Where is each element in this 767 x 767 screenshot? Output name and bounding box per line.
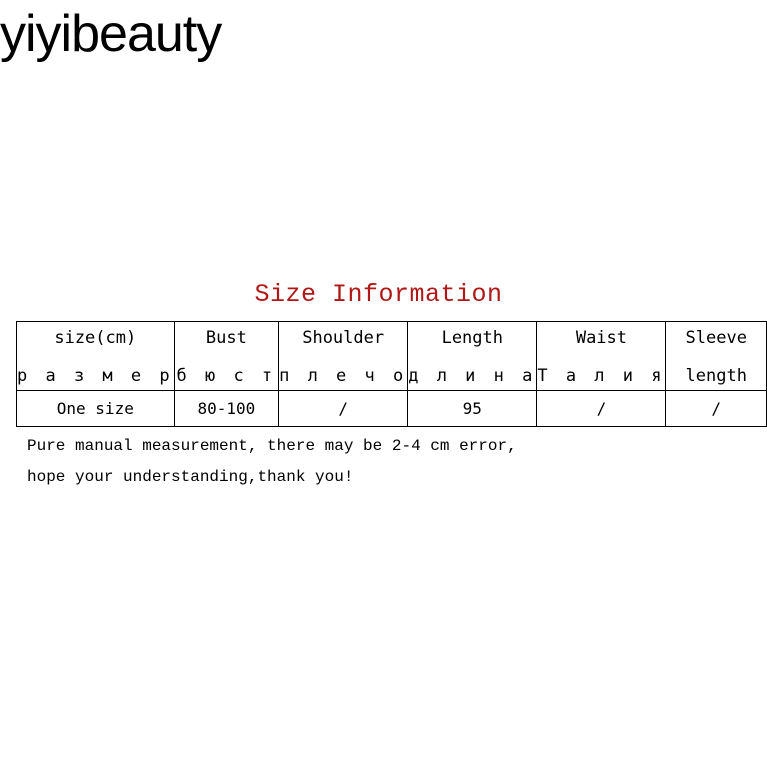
table-cell: / <box>665 390 767 427</box>
header-cell: Bust б ю с т <box>173 321 280 391</box>
table-cell: One size <box>16 390 175 427</box>
size-table: size(cm) р а з м е р Bust б ю с т Shoulder… <box>16 321 767 427</box>
measurement-note: hope your understanding,thank you! <box>27 468 354 486</box>
header-ru: д л и н а <box>408 366 537 386</box>
table-cell: 95 <box>407 390 538 427</box>
measurement-note: Pure manual measurement, there may be 2-… <box>27 437 517 455</box>
header-cell: Shoulder п л е ч о <box>278 321 409 391</box>
header-cell: Waist Т а л и я <box>536 321 667 391</box>
header-en: Waist <box>575 328 628 348</box>
header-en: Shoulder <box>302 328 385 348</box>
header-cell: Sleeve length <box>665 321 767 391</box>
header-en: Bust <box>205 328 247 348</box>
header-ru: Т а л и я <box>537 366 666 386</box>
header-en: Sleeve <box>685 328 747 348</box>
header-cell: size(cm) р а з м е р <box>16 321 175 391</box>
table-cell: / <box>278 390 409 427</box>
size-info-title: Size Information <box>254 280 503 309</box>
table-row: One size 80-100 / 95 / / <box>16 390 767 427</box>
header-ru: р а з м е р <box>17 366 174 386</box>
header-cell: Length д л и н а <box>407 321 538 391</box>
header-ru: б ю с т <box>176 366 277 386</box>
header-en: size(cm) <box>54 328 137 348</box>
table-header-row: size(cm) р а з м е р Bust б ю с т Shoulder… <box>16 321 767 391</box>
brand-watermark: yiyibeauty <box>0 5 222 63</box>
table-cell: / <box>536 390 667 427</box>
header-ru: length <box>685 366 747 386</box>
table-cell: 80-100 <box>173 390 280 427</box>
header-en: Length <box>441 328 503 348</box>
header-ru: п л е ч о <box>279 366 408 386</box>
